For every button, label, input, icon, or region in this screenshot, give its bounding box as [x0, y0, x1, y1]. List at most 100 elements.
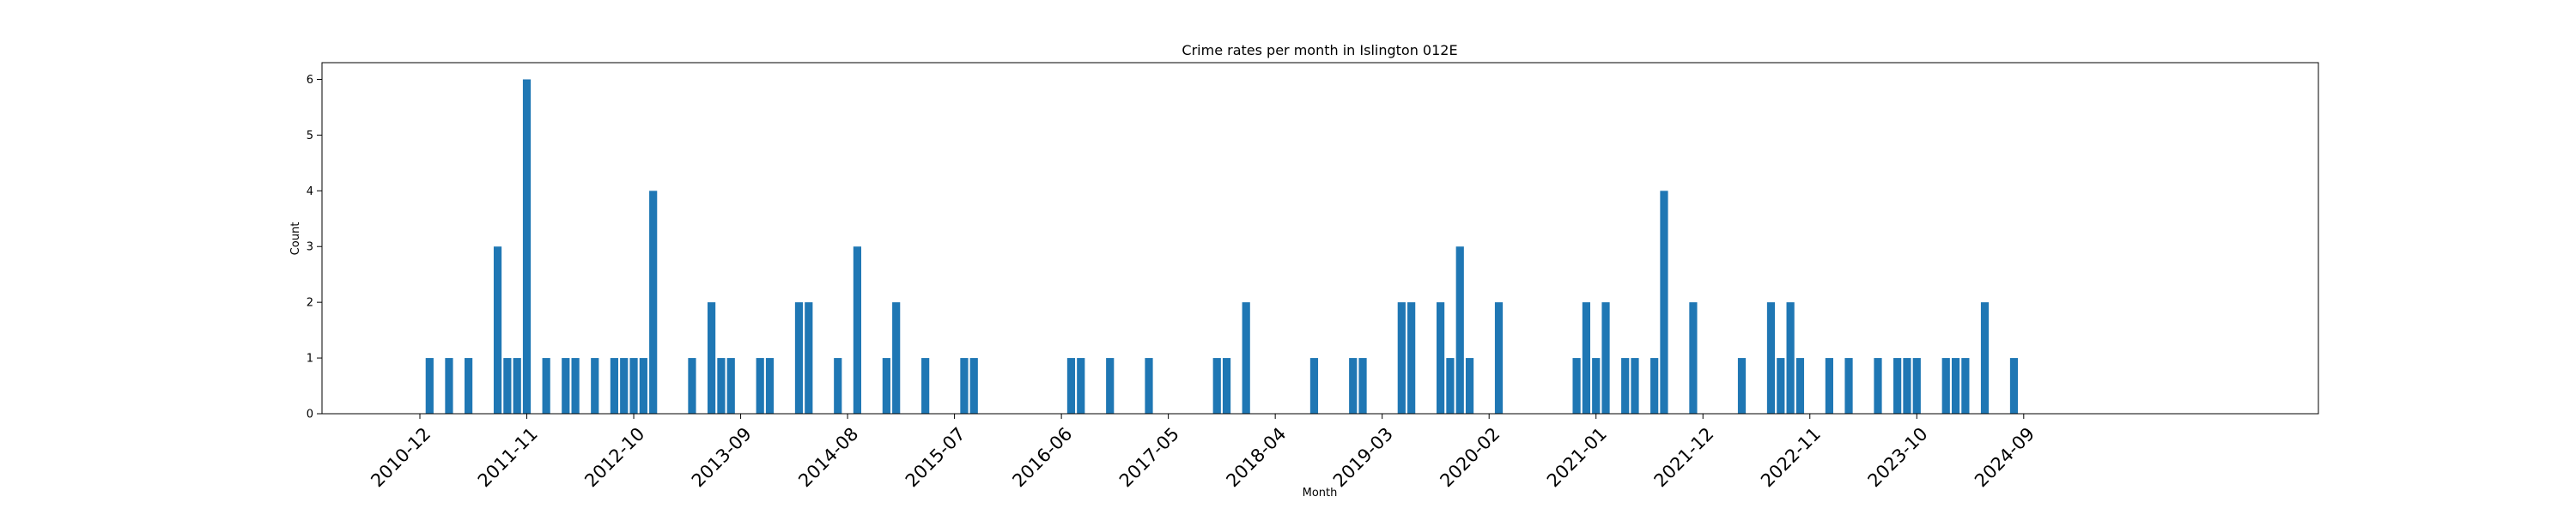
bar [1631, 358, 1639, 414]
bar [620, 358, 629, 414]
x-tick-label: 2015-07 [902, 423, 969, 491]
bar [921, 358, 930, 414]
bar [1621, 358, 1630, 414]
x-tick-label: 2021-12 [1650, 423, 1718, 491]
bar [1397, 302, 1406, 414]
x-axis: 2010-12 2011-11 2012-10 2013-09 2014-08 2015-… [367, 414, 2038, 491]
x-tick-label: 2021-01 [1543, 423, 1611, 491]
bar [1077, 358, 1085, 414]
bar [1874, 358, 1882, 414]
bar [610, 358, 618, 414]
y-tick-label: 0 [307, 409, 313, 421]
bar [513, 358, 521, 414]
bar [1582, 302, 1590, 414]
bar [465, 358, 473, 414]
bar [649, 191, 658, 414]
bar [1980, 302, 1990, 414]
bar [1795, 358, 1805, 414]
bar [1066, 358, 1076, 414]
y-tick-label: 2 [307, 297, 313, 310]
bar [882, 358, 890, 414]
bar [591, 358, 599, 414]
bar [1825, 358, 1833, 414]
bar [688, 358, 696, 414]
bar [1455, 246, 1464, 414]
x-tick-label: 2019-03 [1329, 423, 1397, 491]
bar [1212, 358, 1221, 414]
bar [522, 79, 532, 414]
bar [493, 246, 502, 414]
x-tick-label: 2017-05 [1115, 423, 1183, 491]
bar [1222, 358, 1231, 414]
x-axis-label: Month [1303, 487, 1338, 500]
bar [726, 358, 735, 414]
bar [1309, 358, 1319, 414]
bar [1951, 358, 1960, 414]
x-tick-label: 2018-04 [1222, 423, 1290, 491]
x-tick-label: 2013-09 [688, 423, 756, 491]
bar [542, 358, 550, 414]
bar [571, 358, 580, 414]
bar [969, 358, 978, 414]
bar [629, 358, 638, 414]
bar [1941, 358, 1950, 414]
bars-group [425, 79, 2019, 414]
x-tick-label: 2022-11 [1757, 423, 1825, 491]
bar [1446, 358, 1455, 414]
bar [562, 358, 570, 414]
bar [639, 358, 647, 414]
plot-frame [321, 62, 2319, 415]
x-tick-label: 2010-12 [367, 423, 434, 491]
y-tick-label: 3 [307, 241, 313, 254]
bar [425, 358, 434, 414]
x-tick-label: 2012-10 [580, 423, 648, 491]
y-axis-label: Count [289, 222, 302, 256]
bar [1689, 302, 1698, 414]
bar [708, 302, 716, 414]
y-axis: 0 1 2 3 4 5 6 [307, 74, 322, 421]
x-tick-label: 2024-09 [1971, 423, 2038, 491]
bar [794, 302, 804, 414]
bar [1961, 358, 1970, 414]
bar [1777, 358, 1785, 414]
x-tick-label: 2016-06 [1008, 423, 1076, 491]
bar [756, 358, 764, 414]
y-tick-label: 1 [307, 353, 313, 366]
bar [1786, 302, 1795, 414]
bar [1106, 358, 1115, 414]
bar [1766, 302, 1776, 414]
y-tick-label: 6 [307, 74, 313, 87]
bar [1737, 358, 1747, 414]
bar [1592, 358, 1601, 414]
bar [1242, 302, 1250, 414]
chart-title: Crime rates per month in Islington 012E [1182, 42, 1457, 58]
bar [853, 246, 861, 414]
bar [1912, 358, 1921, 414]
bar [960, 358, 969, 414]
x-tick-label: 2020-02 [1436, 423, 1504, 491]
bar [1572, 358, 1581, 414]
bar [1903, 358, 1911, 414]
bar [1660, 191, 1668, 414]
bar [1358, 358, 1367, 414]
bar [1437, 302, 1445, 414]
bar [1601, 302, 1610, 414]
bar [503, 358, 512, 414]
bar [2009, 358, 2019, 414]
bar [1494, 302, 1504, 414]
bar [834, 358, 842, 414]
bar [1465, 358, 1474, 414]
x-tick-label: 2023-10 [1864, 423, 1932, 491]
x-tick-label: 2014-08 [794, 423, 862, 491]
bar [805, 302, 813, 414]
bar [1893, 358, 1902, 414]
bar [717, 358, 726, 414]
y-tick-label: 5 [307, 130, 313, 142]
bar [1349, 358, 1358, 414]
bar [892, 302, 901, 414]
bar [1145, 358, 1153, 414]
bar [1407, 302, 1416, 414]
x-tick-label: 2011-11 [474, 423, 542, 491]
bar [1844, 358, 1853, 414]
